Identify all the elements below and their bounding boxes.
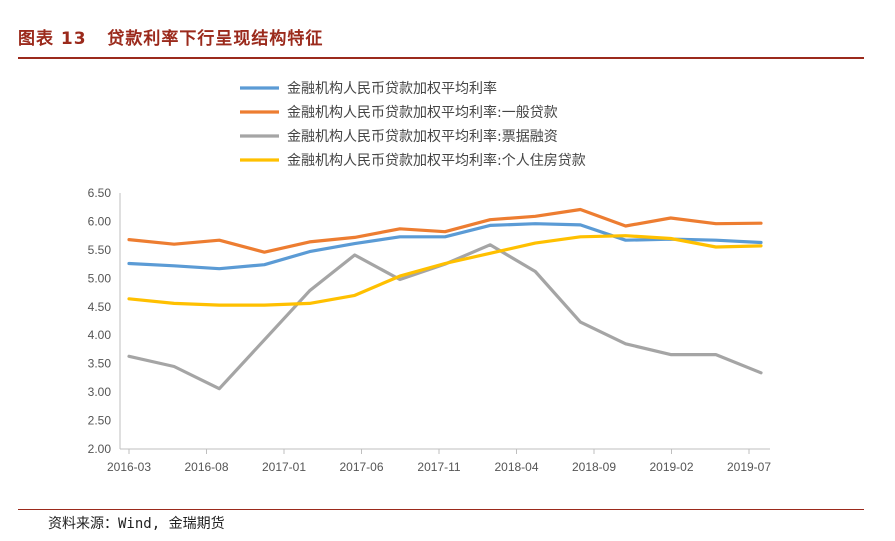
x-tick-label: 2018-04 <box>494 460 538 474</box>
x-tick-label: 2016-08 <box>184 460 228 474</box>
x-tick-label: 2019-07 <box>727 460 771 474</box>
x-tick-label: 2017-06 <box>339 460 383 474</box>
series-line-2 <box>127 207 763 254</box>
y-tick-label: 4.50 <box>88 300 112 314</box>
x-tick-label: 2019-02 <box>649 460 693 474</box>
figure-title-text: 贷款利率下行呈现结构特征 <box>107 29 324 49</box>
chart-legend: 金融机构人民币贷款加权平均利率金融机构人民币贷款加权平均利率:一般贷款金融机构人… <box>240 80 586 169</box>
y-tick-label: 2.50 <box>88 414 112 428</box>
legend-label-2: 金融机构人民币贷款加权平均利率:一般贷款 <box>287 104 558 121</box>
y-tick-label: 3.50 <box>88 357 112 371</box>
x-tick-label: 2017-01 <box>262 460 306 474</box>
plot-area: 2.00 2.50 3.00 3.50 4.00 4.50 5.00 5.50 6.00 6.50… <box>88 186 772 474</box>
y-tick-label: 5.50 <box>88 243 112 257</box>
figure-label: 图表 13 <box>18 29 87 49</box>
x-tick-label: 2016-03 <box>107 460 151 474</box>
y-tick-label: 3.00 <box>88 385 112 399</box>
series-line-1 <box>127 222 763 271</box>
y-tick-label: 5.00 <box>88 271 112 285</box>
legend-label-1: 金融机构人民币贷款加权平均利率 <box>287 80 497 97</box>
y-tick-label: 4.00 <box>88 328 112 342</box>
series-line-4 <box>127 234 763 307</box>
legend-label-4: 金融机构人民币贷款加权平均利率:个人住房贷款 <box>287 152 586 169</box>
source-rule <box>18 509 864 510</box>
x-tick-label: 2017-11 <box>417 460 460 474</box>
series-line-3 <box>127 243 763 391</box>
source-note: 资料来源：Wind, 金瑞期货 <box>48 516 225 532</box>
y-tick-label: 6.50 <box>88 186 112 200</box>
legend-label-3: 金融机构人民币贷款加权平均利率:票据融资 <box>287 128 558 145</box>
x-tick-label: 2018-09 <box>572 460 616 474</box>
title-rule <box>18 57 864 59</box>
figure-title: 图表 13 贷款利率下行呈现结构特征 <box>18 24 323 49</box>
y-tick-label: 2.00 <box>88 442 112 456</box>
y-tick-label: 6.00 <box>88 214 112 228</box>
